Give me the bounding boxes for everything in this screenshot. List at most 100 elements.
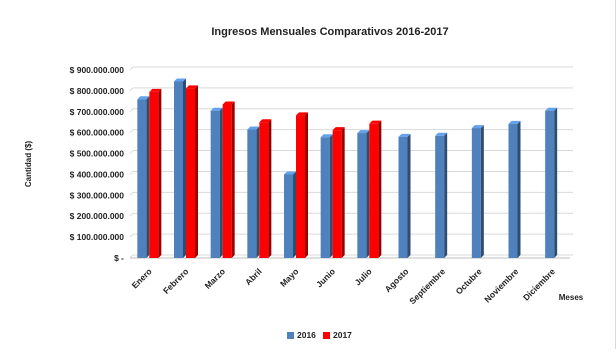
y-tick-label: $ 200.000.000 <box>70 211 125 221</box>
bar-front <box>186 88 195 258</box>
y-tick-label: $ 600.000.000 <box>70 128 125 138</box>
y-tick-label: $ 800.000.000 <box>70 86 125 96</box>
bar <box>369 120 382 258</box>
bar-front <box>332 130 342 258</box>
y-tick-label: $ 900.000.000 <box>70 65 125 75</box>
y-tick-label: $ - <box>114 253 124 263</box>
bar-side <box>146 96 150 258</box>
bar-front <box>149 91 159 258</box>
bar-top <box>435 132 448 136</box>
legend-swatch <box>287 332 294 339</box>
x-axis-label: Meses <box>559 293 584 302</box>
bar-top <box>222 101 235 105</box>
bar <box>210 107 223 258</box>
x-tick-label: Marzo <box>203 266 227 290</box>
x-tick-label: Julio <box>353 266 374 287</box>
bar <box>435 132 448 258</box>
bar-front <box>545 110 555 258</box>
bar-top <box>471 125 484 129</box>
bar-front <box>357 133 367 258</box>
bar-top <box>545 107 558 111</box>
bar-front <box>398 136 408 258</box>
gridline-depth <box>129 150 134 154</box>
bar-side <box>554 107 558 258</box>
bar-side <box>256 126 260 259</box>
bar <box>186 85 198 258</box>
legend-label: 2017 <box>333 330 352 340</box>
bar-front <box>210 110 220 258</box>
bar-side <box>305 112 308 258</box>
gridline-depth <box>129 129 134 134</box>
y-tick-label: $ 500.000.000 <box>70 149 125 159</box>
legend-item: 2016 <box>287 330 316 340</box>
y-tick-label: $ 700.000.000 <box>70 107 125 117</box>
bar <box>149 88 162 258</box>
bar-top <box>137 96 150 100</box>
bar-top <box>508 120 521 124</box>
gridline-depth <box>129 212 134 217</box>
bar-front <box>508 123 518 258</box>
bar-top <box>149 88 162 92</box>
x-tick-label: Diciembre <box>521 266 557 302</box>
gridline-depth <box>129 108 134 113</box>
bar-front <box>174 81 183 258</box>
bar-front <box>284 174 293 258</box>
bar <box>284 171 296 258</box>
y-axis-ticks: $ - $ 100.000.000 $ 200.000.000 $ 300.000.0… <box>70 65 125 263</box>
bar-top <box>174 78 186 82</box>
chart-title: Ingresos Mensuales Comparativos 2016-201… <box>211 26 448 38</box>
bar <box>174 78 186 258</box>
bar <box>137 96 150 258</box>
bar-front <box>296 115 305 258</box>
bar-top <box>210 107 223 111</box>
bar <box>398 133 411 258</box>
bar <box>296 112 308 258</box>
gridline-depth <box>129 66 134 71</box>
legend-swatch <box>323 332 330 339</box>
bar <box>471 125 484 259</box>
x-tick-label: Agosto <box>383 266 411 294</box>
bar-side <box>231 101 235 258</box>
bar-top <box>284 171 296 175</box>
bar-side <box>366 130 370 258</box>
bar-side <box>329 134 333 258</box>
bar-side <box>195 85 198 258</box>
bar-side <box>444 132 448 258</box>
x-tick-label: Febrero <box>161 266 190 295</box>
bar-front <box>259 122 269 258</box>
bar-side <box>378 120 382 258</box>
bar-side <box>268 119 272 258</box>
bar-top <box>332 127 345 131</box>
bar-side <box>158 88 162 258</box>
bar-top <box>320 134 333 138</box>
bar-side <box>341 127 345 258</box>
x-tick-label: Noviembre <box>482 266 520 304</box>
bar-top <box>259 119 272 123</box>
bar-side <box>517 120 521 258</box>
gridline-depth <box>129 87 134 92</box>
x-tick-label: Abril <box>243 266 264 287</box>
bar-top <box>357 130 370 134</box>
bar <box>332 127 345 258</box>
bar-front <box>435 135 445 258</box>
legend-label: 2016 <box>297 330 316 340</box>
gridline-depth <box>129 191 134 196</box>
bar <box>222 101 235 258</box>
bar-side <box>183 78 186 258</box>
bar <box>247 126 260 259</box>
bar-side <box>293 171 296 258</box>
bar-side <box>480 125 484 259</box>
bar-side <box>219 107 223 258</box>
gridline-depth <box>129 233 134 238</box>
bar-top <box>296 112 308 116</box>
legend: 2016 2017 <box>287 330 352 340</box>
x-tick-label: Junio <box>314 266 337 289</box>
y-axis-label: Cantidad ($) <box>24 141 33 188</box>
x-tick-label: Enero <box>130 266 154 290</box>
bar-front <box>320 137 330 258</box>
bar-front <box>137 99 147 258</box>
bar-front <box>247 129 257 258</box>
bar-front <box>222 104 232 258</box>
bar-side <box>407 133 411 258</box>
